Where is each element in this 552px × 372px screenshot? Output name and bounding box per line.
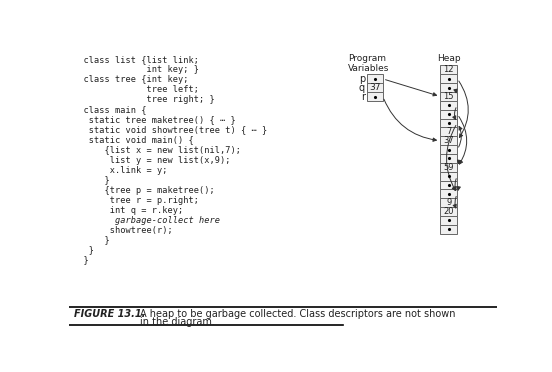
Bar	[440, 216, 457, 225]
Text: FIGURE 13.1.: FIGURE 13.1.	[75, 309, 146, 319]
Bar	[440, 110, 457, 119]
Bar	[440, 136, 457, 145]
Text: {tree p = maketree();: {tree p = maketree();	[73, 186, 215, 195]
Text: }: }	[73, 256, 89, 264]
Bar	[440, 145, 457, 154]
Text: x.link = y;: x.link = y;	[73, 166, 167, 174]
Bar	[440, 180, 457, 189]
Text: garbage-collect here: garbage-collect here	[73, 216, 220, 225]
Bar	[440, 128, 457, 136]
Bar	[440, 101, 457, 110]
Text: static void main() {: static void main() {	[73, 135, 194, 144]
Text: 12: 12	[443, 65, 454, 74]
Text: class main {: class main {	[73, 106, 146, 115]
Text: tree r = p.right;: tree r = p.right;	[73, 196, 199, 205]
Text: 9: 9	[446, 198, 452, 207]
Text: tree right; }: tree right; }	[73, 96, 215, 105]
Bar	[440, 198, 457, 207]
Bar	[440, 119, 457, 128]
Text: static tree maketree() { ⋯ }: static tree maketree() { ⋯ }	[73, 115, 236, 125]
Text: class tree {int key;: class tree {int key;	[73, 76, 188, 84]
Text: 59: 59	[443, 163, 454, 172]
Text: {list x = new list(nil,7);: {list x = new list(nil,7);	[73, 145, 241, 154]
Bar	[440, 83, 457, 92]
Text: }: }	[73, 235, 110, 245]
Text: showtree(r);: showtree(r);	[73, 225, 173, 235]
Bar	[440, 225, 457, 234]
Text: class list {list link;: class list {list link;	[73, 55, 199, 64]
Bar	[440, 189, 457, 198]
Bar	[368, 92, 383, 101]
Text: A heap to be garbage collected. Class descriptors are not shown: A heap to be garbage collected. Class de…	[140, 309, 456, 319]
Bar	[440, 172, 457, 180]
Bar	[440, 92, 457, 101]
Text: 7: 7	[446, 127, 452, 137]
Bar	[440, 65, 457, 74]
Text: in the diagram.: in the diagram.	[140, 317, 215, 327]
Text: list y = new list(x,9);: list y = new list(x,9);	[73, 155, 230, 164]
Text: static void showtree(tree t) { ⋯ }: static void showtree(tree t) { ⋯ }	[73, 125, 267, 135]
Text: 15: 15	[443, 92, 454, 101]
Text: }: }	[73, 176, 110, 185]
Text: p: p	[359, 74, 365, 84]
Text: Program
Variables: Program Variables	[348, 54, 389, 73]
Bar	[440, 154, 457, 163]
Bar	[440, 74, 457, 83]
Bar	[368, 74, 383, 84]
Text: tree left;: tree left;	[73, 86, 199, 94]
Text: q: q	[359, 83, 365, 93]
Bar	[440, 163, 457, 172]
Bar	[440, 207, 457, 216]
Text: 20: 20	[443, 207, 454, 216]
Bar	[368, 83, 383, 92]
Text: Heap: Heap	[437, 54, 460, 63]
Text: }: }	[73, 246, 94, 254]
Text: int key; }: int key; }	[73, 65, 199, 74]
Text: r: r	[361, 92, 365, 102]
Text: int q = r.key;: int q = r.key;	[73, 206, 183, 215]
Text: 37: 37	[369, 83, 381, 92]
Text: 37: 37	[443, 136, 454, 145]
